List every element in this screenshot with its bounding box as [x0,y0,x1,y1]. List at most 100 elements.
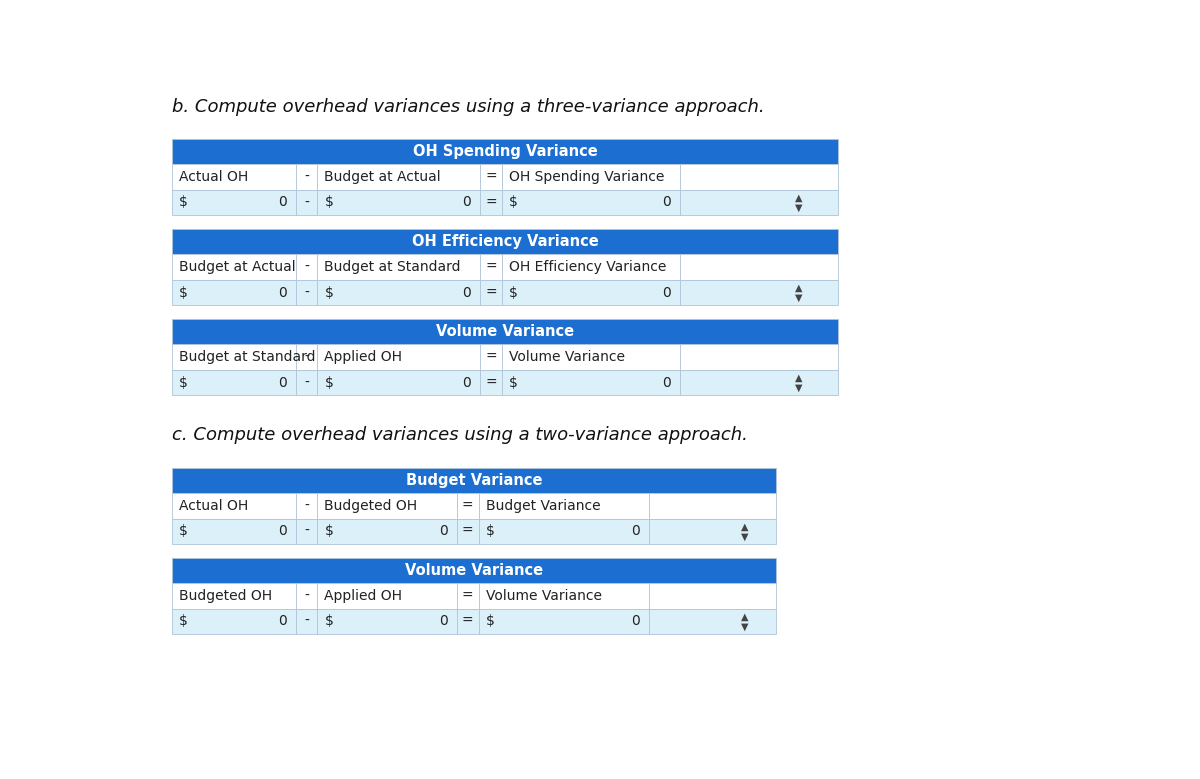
Text: -: - [304,589,308,603]
Text: Volume Variance: Volume Variance [486,589,601,603]
Bar [172,558,776,583]
Text: Volume Variance: Volume Variance [436,324,574,340]
Text: Budgeted OH: Budgeted OH [179,589,272,603]
Text: -: - [304,286,308,299]
Bar [295,370,318,395]
Text: =: = [485,351,497,365]
Text: =: = [485,196,497,210]
Text: Volume Variance: Volume Variance [509,351,625,365]
Bar [172,519,295,544]
Text: -: - [304,615,308,629]
Bar [295,280,318,305]
Text: $: $ [486,615,494,629]
Text: -: - [304,260,308,274]
Text: 0: 0 [631,615,640,629]
Text: $: $ [486,524,494,538]
Bar [680,370,838,395]
Text: -: - [304,499,308,513]
Text: ▲: ▲ [794,373,803,383]
Text: $: $ [324,524,334,538]
Bar [680,164,838,190]
Text: $: $ [179,375,187,390]
Bar [502,255,680,280]
Bar [680,255,838,280]
Text: 0: 0 [462,375,470,390]
Text: -: - [304,375,308,390]
Text: ▼: ▼ [794,203,803,213]
Text: 0: 0 [277,375,287,390]
Text: Budget at Standard: Budget at Standard [179,351,316,365]
Text: b. Compute overhead variances using a three-variance approach.: b. Compute overhead variances using a th… [172,97,764,115]
Text: -: - [304,196,308,210]
Text: =: = [485,286,497,299]
Bar [295,164,318,190]
Text: 0: 0 [277,196,287,210]
Bar [502,344,680,370]
Text: Applied OH: Applied OH [324,351,402,365]
Text: Budget at Actual: Budget at Actual [324,170,442,184]
Text: -: - [304,524,308,538]
Bar [172,319,839,344]
Text: OH Spending Variance: OH Spending Variance [509,170,665,184]
Bar [680,280,838,305]
Text: ▼: ▼ [740,531,748,541]
Text: 0: 0 [277,615,287,629]
Text: Budget at Actual: Budget at Actual [179,260,295,274]
Bar [680,344,838,370]
Bar [172,280,295,305]
Bar [480,190,502,215]
Text: $: $ [324,196,334,210]
Text: $: $ [509,375,517,390]
Bar [649,519,776,544]
Text: Budget Variance: Budget Variance [486,499,600,513]
Bar [480,164,502,190]
Bar [295,344,318,370]
Text: =: = [485,260,497,274]
Text: 0: 0 [439,524,448,538]
Bar [649,583,776,608]
Text: =: = [462,499,474,513]
Bar [479,583,649,608]
Text: 0: 0 [631,524,640,538]
Bar [172,139,839,164]
Text: $: $ [179,615,187,629]
Text: 0: 0 [462,196,470,210]
Text: -: - [304,170,308,184]
Bar [172,190,295,215]
Bar [479,608,649,634]
Bar [317,164,480,190]
Bar [480,280,502,305]
Text: Volume Variance: Volume Variance [404,563,544,578]
Bar [480,255,502,280]
Text: Actual OH: Actual OH [179,170,248,184]
Bar [502,190,680,215]
Text: ▲: ▲ [740,522,748,531]
Bar [317,519,457,544]
Bar [172,608,295,634]
Bar [317,608,457,634]
Bar [317,583,457,608]
Text: OH Spending Variance: OH Spending Variance [413,144,598,159]
Text: OH Efficiency Variance: OH Efficiency Variance [509,260,666,274]
Bar [502,370,680,395]
Text: =: = [485,170,497,184]
Bar [502,280,680,305]
Bar [457,583,479,608]
Text: ▼: ▼ [794,382,803,393]
Bar [317,344,480,370]
Text: ▼: ▼ [794,293,803,302]
Bar [502,164,680,190]
Text: =: = [462,615,474,629]
Text: ▲: ▲ [794,283,803,293]
Text: $: $ [509,286,517,299]
Text: $: $ [179,286,187,299]
Bar [172,164,295,190]
Bar [172,370,295,395]
Text: -: - [304,351,308,365]
Text: Budget at Standard: Budget at Standard [324,260,461,274]
Text: $: $ [324,286,334,299]
Text: 0: 0 [462,286,470,299]
Bar [317,280,480,305]
Text: 0: 0 [439,615,448,629]
Text: 0: 0 [277,524,287,538]
